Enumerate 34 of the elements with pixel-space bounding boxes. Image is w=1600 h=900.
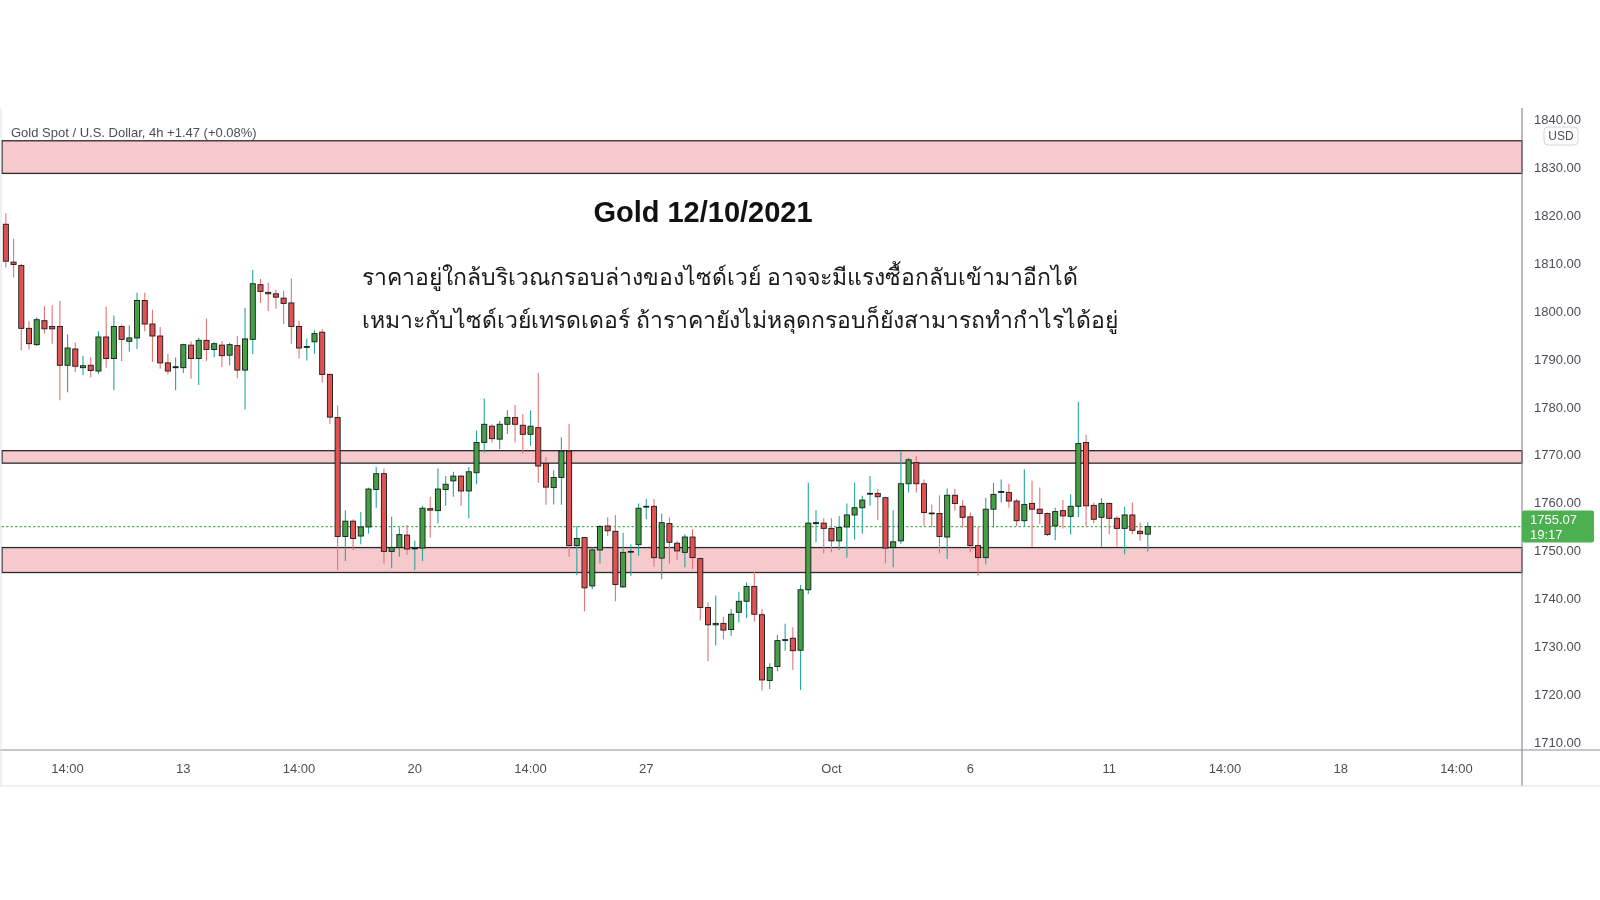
text: Gold Spot / U.S. Dollar, 4h +1.47 (+0.08%)	[11, 124, 257, 140]
y-tick-label: 1770.00	[1534, 447, 1581, 463]
y-tick-label: 1740.00	[1534, 591, 1581, 607]
x-tick-label: 14:00	[514, 760, 547, 776]
x-tick-label: 18	[1333, 760, 1348, 776]
y-tick-label: 1820.00	[1534, 207, 1581, 223]
y-tick-label: 1780.00	[1534, 399, 1581, 415]
x-tick-label: 20	[407, 760, 423, 776]
annotation: เหมาะกับไซด์เวย์เทรดเดอร์ ถ้าราคายังไม่หลุดกรอบก็ยังสามารถทำกำไรได้อยู่	[362, 305, 1119, 334]
x-tick-label: 27	[639, 760, 654, 776]
ref-line-label: 1755.07 19:17	[1522, 510, 1594, 543]
x-tick-label: 14:00	[1440, 760, 1473, 776]
text: Gold 12/10/2021	[593, 196, 813, 228]
y-tick-label: 1800.00	[1534, 303, 1581, 319]
y-tick-label: 1720.00	[1534, 687, 1581, 703]
x-tick-label: Oct	[821, 760, 842, 776]
ref-line-label: 1755.07 19:17	[1530, 511, 1577, 542]
annotation: ราคาอยู่ใกล้บริเวณกรอบล่างของไซด์เวย์ อาจจะมีแรงซื้อกลับเข้ามาอีกได้	[362, 261, 1079, 291]
y-tick-label: 1730.00	[1534, 639, 1581, 655]
y-tick-label: 1840.00	[1534, 111, 1581, 127]
x-tick-label: 11	[1102, 760, 1116, 776]
y-tick-label: 1710.00	[1534, 735, 1581, 751]
x-tick-label: 6	[966, 760, 974, 776]
x-tick-label: 14:00	[51, 760, 84, 776]
y-axis-title: USD	[1543, 126, 1579, 146]
y-tick-label: 1830.00	[1534, 159, 1581, 175]
y-axis-title: USD	[1548, 129, 1574, 143]
y-tick-label: 1810.00	[1534, 255, 1581, 271]
x-tick-label: 14:00	[282, 760, 316, 776]
x-tick-label: 14:00	[1208, 760, 1242, 776]
y-tick-label: 1750.00	[1534, 543, 1581, 559]
x-tick-label: 13	[176, 760, 191, 776]
y-tick-label: 1760.00	[1534, 495, 1581, 511]
y-tick-label: 1790.00	[1534, 351, 1581, 367]
